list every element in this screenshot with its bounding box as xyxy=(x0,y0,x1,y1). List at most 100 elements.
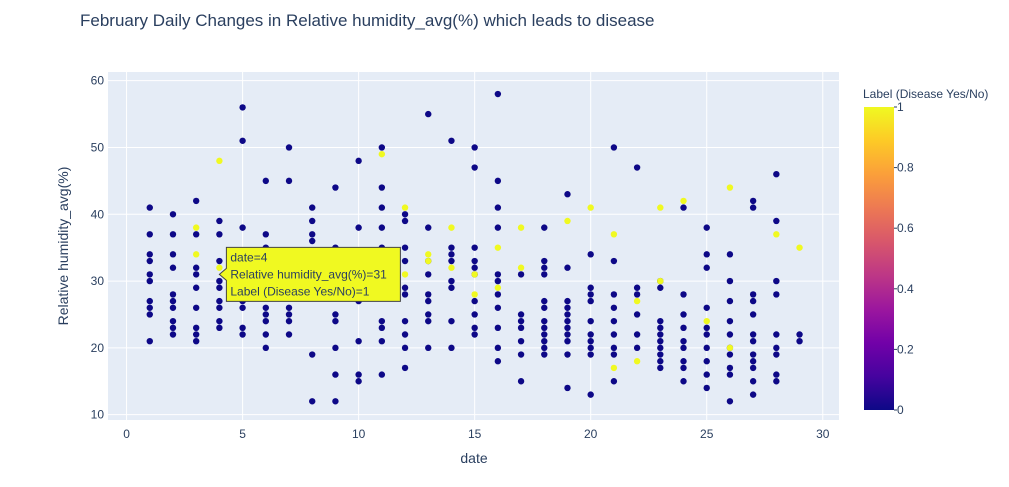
scatter-point-label-0[interactable] xyxy=(564,264,571,271)
scatter-point-label-0[interactable] xyxy=(703,358,710,365)
scatter-point-label-0[interactable] xyxy=(378,144,386,151)
scatter-point-label-0[interactable] xyxy=(610,331,618,338)
scatter-point-label-0[interactable] xyxy=(610,257,618,265)
scatter-point-label-0[interactable] xyxy=(703,344,710,352)
scatter-point-label-0[interactable] xyxy=(401,211,409,218)
scatter-point-label-0[interactable] xyxy=(587,297,594,305)
scatter-point-label-0[interactable] xyxy=(401,291,409,298)
scatter-point-label-0[interactable] xyxy=(425,317,432,325)
scatter-point-label-0[interactable] xyxy=(610,317,618,325)
scatter-point-label-0[interactable] xyxy=(216,257,223,265)
scatter-point-label-0[interactable] xyxy=(425,271,432,278)
scatter-point-label-0[interactable] xyxy=(309,204,316,211)
scatter-point-label-0[interactable] xyxy=(749,297,757,305)
scatter-point-label-0[interactable] xyxy=(703,331,710,338)
scatter-point-label-0[interactable] xyxy=(494,358,502,365)
scatter-point-label-0[interactable] xyxy=(471,264,478,271)
scatter-point-label-1[interactable] xyxy=(425,257,432,265)
scatter-point-label-0[interactable] xyxy=(332,398,339,405)
scatter-point-label-0[interactable] xyxy=(192,324,200,332)
scatter-point-label-1[interactable] xyxy=(216,264,223,271)
scatter-point-label-0[interactable] xyxy=(332,344,339,352)
scatter-point-label-0[interactable] xyxy=(262,177,270,185)
scatter-point-label-0[interactable] xyxy=(285,304,293,311)
scatter-point-label-0[interactable] xyxy=(146,231,153,238)
scatter-point-label-0[interactable] xyxy=(564,331,571,338)
scatter-point-label-0[interactable] xyxy=(587,391,594,398)
scatter-point-label-0[interactable] xyxy=(378,371,386,378)
scatter-point-label-0[interactable] xyxy=(378,224,386,231)
scatter-point-label-1[interactable] xyxy=(587,204,594,211)
scatter-point-label-1[interactable] xyxy=(633,297,641,305)
scatter-point-label-0[interactable] xyxy=(378,337,386,345)
scatter-point-label-0[interactable] xyxy=(726,297,734,305)
scatter-point-label-0[interactable] xyxy=(332,184,339,191)
scatter-point-label-0[interactable] xyxy=(169,304,177,311)
scatter-point-label-0[interactable] xyxy=(285,177,293,185)
scatter-point-label-0[interactable] xyxy=(564,384,571,392)
scatter-point-label-0[interactable] xyxy=(146,304,153,311)
scatter-point-label-0[interactable] xyxy=(471,311,478,318)
scatter-point-label-0[interactable] xyxy=(425,291,432,298)
scatter-point-label-0[interactable] xyxy=(401,344,409,352)
scatter-point-label-0[interactable] xyxy=(146,204,153,211)
scatter-point-label-0[interactable] xyxy=(471,331,478,338)
scatter-point-label-0[interactable] xyxy=(146,277,153,285)
scatter-point-label-1[interactable] xyxy=(773,231,780,238)
scatter-point-label-0[interactable] xyxy=(216,317,223,325)
scatter-point-label-0[interactable] xyxy=(169,264,177,271)
scatter-point-label-0[interactable] xyxy=(355,378,362,385)
scatter-point-label-0[interactable] xyxy=(494,324,502,332)
scatter-point-label-0[interactable] xyxy=(216,304,223,311)
scatter-point-label-0[interactable] xyxy=(471,297,478,305)
scatter-point-label-1[interactable] xyxy=(378,150,386,158)
scatter-point-label-0[interactable] xyxy=(401,244,409,251)
scatter-point-label-0[interactable] xyxy=(262,331,270,338)
scatter-point-label-0[interactable] xyxy=(239,137,246,144)
scatter-point-label-0[interactable] xyxy=(726,317,734,325)
scatter-point-label-0[interactable] xyxy=(378,204,386,211)
scatter-point-label-1[interactable] xyxy=(726,344,734,352)
scatter-point-label-0[interactable] xyxy=(749,311,757,318)
scatter-point-label-0[interactable] xyxy=(448,344,455,352)
scatter-point-label-0[interactable] xyxy=(564,304,571,311)
scatter-point-label-0[interactable] xyxy=(262,311,270,318)
scatter-point-label-0[interactable] xyxy=(564,351,571,358)
scatter-point-label-1[interactable] xyxy=(657,277,664,285)
scatter-point-label-1[interactable] xyxy=(216,157,223,165)
scatter-point-label-0[interactable] xyxy=(285,144,293,151)
scatter-point-label-0[interactable] xyxy=(587,337,594,345)
scatter-point-label-0[interactable] xyxy=(517,271,525,278)
scatter-point-label-0[interactable] xyxy=(773,378,780,385)
scatter-point-label-0[interactable] xyxy=(773,371,780,378)
colorbar[interactable] xyxy=(864,107,894,410)
scatter-point-label-0[interactable] xyxy=(378,184,386,191)
scatter-point-label-0[interactable] xyxy=(169,297,177,305)
scatter-point-label-0[interactable] xyxy=(448,284,455,291)
scatter-point-label-0[interactable] xyxy=(610,378,618,385)
scatter-point-label-1[interactable] xyxy=(680,197,687,205)
scatter-point-label-1[interactable] xyxy=(494,284,502,291)
scatter-point-label-0[interactable] xyxy=(564,337,571,345)
scatter-point-label-0[interactable] xyxy=(541,351,548,358)
scatter-point-label-0[interactable] xyxy=(680,344,687,352)
scatter-point-label-0[interactable] xyxy=(146,271,153,278)
scatter-point-label-0[interactable] xyxy=(355,337,362,345)
scatter-point-label-0[interactable] xyxy=(541,331,548,338)
scatter-point-label-0[interactable] xyxy=(657,284,664,291)
scatter-point-label-0[interactable] xyxy=(169,251,177,258)
scatter-point-label-0[interactable] xyxy=(726,364,734,372)
scatter-point-label-0[interactable] xyxy=(262,231,270,238)
scatter-point-label-0[interactable] xyxy=(564,297,571,305)
scatter-point-label-0[interactable] xyxy=(703,251,710,258)
scatter-point-label-0[interactable] xyxy=(494,90,502,98)
scatter-point-label-0[interactable] xyxy=(285,311,293,318)
scatter-point-label-0[interactable] xyxy=(587,331,594,338)
scatter-point-label-0[interactable] xyxy=(726,251,734,258)
scatter-point-label-0[interactable] xyxy=(657,344,664,352)
scatter-point-label-0[interactable] xyxy=(703,371,710,378)
scatter-point-label-0[interactable] xyxy=(749,378,757,385)
scatter-point-label-0[interactable] xyxy=(494,291,502,298)
scatter-point-label-0[interactable] xyxy=(796,337,803,345)
scatter-point-label-0[interactable] xyxy=(680,311,687,318)
